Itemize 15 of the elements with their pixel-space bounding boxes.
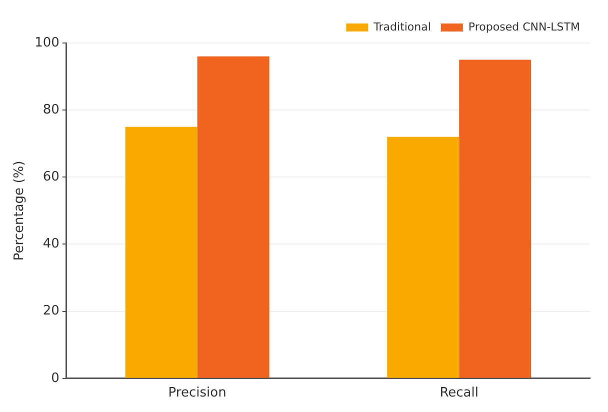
x-tick-label: Recall xyxy=(440,386,478,401)
y-tick-label: 40 xyxy=(42,236,60,252)
bar xyxy=(125,126,198,378)
bar xyxy=(387,136,460,378)
y-tick-label: 80 xyxy=(42,102,60,118)
y-tick-label: 60 xyxy=(42,170,60,185)
legend-label: Proposed CNN-LSTM xyxy=(468,20,580,34)
x-tick-label: Precision xyxy=(168,386,226,401)
bar xyxy=(459,60,532,378)
y-tick-label: 100 xyxy=(34,35,60,50)
y-tick-label: 20 xyxy=(42,304,60,319)
y-axis-title: Percentage (%) xyxy=(12,160,28,261)
y-tick-label: 0 xyxy=(51,370,60,386)
legend-label: Traditional xyxy=(372,20,431,34)
bar xyxy=(197,56,270,378)
